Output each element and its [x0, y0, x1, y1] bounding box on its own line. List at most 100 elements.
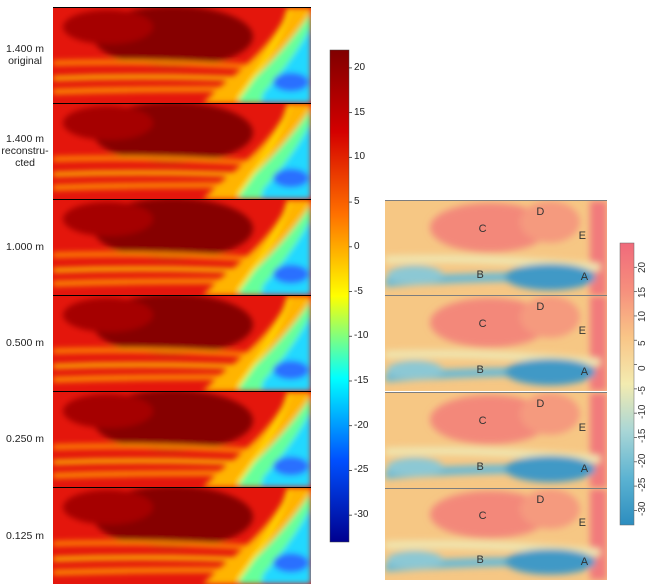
right-colorbar-tick-label: 20	[637, 262, 648, 274]
cool-region	[387, 457, 443, 477]
ridge-line	[236, 104, 291, 196]
right-heatmap-panel: D C E B A	[385, 392, 607, 488]
warm-core	[520, 489, 580, 530]
right-heatmap-panel: D C E B A	[385, 488, 607, 580]
feature-label: C	[478, 223, 487, 236]
warm-core	[520, 393, 580, 435]
hot-core	[63, 489, 153, 525]
hot-core	[63, 297, 153, 333]
right-heatmap-panel: D C E B A	[385, 200, 607, 296]
warm-edge	[590, 489, 607, 580]
warm-streak	[53, 347, 254, 358]
right-colorbar-tick-label: 10	[637, 310, 648, 322]
row-label: 0.250 m	[0, 433, 50, 445]
warm-edge	[590, 296, 607, 391]
cold-region	[505, 549, 595, 575]
row-label-line: 1.400 m	[6, 43, 44, 55]
right-colorbar-tick-label: -15	[637, 429, 648, 444]
row-label-line: 1.400 m	[6, 133, 44, 145]
row-label-line: original	[8, 55, 42, 67]
right-colorbar-tick-label: -5	[637, 385, 648, 395]
warm-core	[430, 297, 550, 348]
cool-region	[387, 550, 443, 570]
feature-label: B	[476, 461, 484, 474]
feature-label: C	[478, 415, 487, 428]
warm-core	[520, 296, 580, 338]
row-label-line: 1.000 m	[6, 241, 44, 253]
cold-region	[505, 455, 595, 483]
feature-label: E	[578, 516, 586, 529]
left-colorbar-tick-label: 0	[354, 240, 360, 252]
left-colorbar-tick-label: 15	[354, 106, 366, 118]
warm-core	[430, 394, 550, 445]
feature-label: B	[476, 269, 484, 282]
warm-core	[430, 202, 550, 253]
left-colorbar-tick-label: -15	[354, 374, 369, 386]
warm-streak	[53, 540, 254, 550]
feature-label: D	[536, 397, 545, 410]
heatmap-image	[53, 488, 311, 584]
coldest-spot	[273, 553, 309, 573]
light-streak	[385, 540, 601, 557]
heatmap-image	[53, 104, 311, 199]
light-streak	[385, 254, 601, 272]
cold-region	[505, 263, 595, 291]
feature-label: E	[578, 421, 586, 434]
feature-label: D	[536, 300, 545, 313]
feature-label: A	[580, 271, 589, 284]
heatmap-panel	[53, 199, 311, 295]
hot-core	[63, 105, 153, 141]
coldest-spot	[273, 72, 309, 92]
row-label: 0.500 m	[0, 337, 50, 349]
row-label-line: 0.250 m	[6, 433, 44, 445]
feature-label: E	[578, 324, 586, 337]
coldest-spot	[273, 264, 309, 284]
heatmap-panel	[53, 487, 311, 584]
right-heatmap-image	[385, 489, 607, 580]
feature-label: C	[478, 510, 487, 523]
left-colorbar-gradient	[329, 49, 350, 543]
row-label: 1.400 m original	[0, 43, 50, 67]
heatmap-image	[53, 8, 311, 103]
coldest-spot	[273, 360, 309, 380]
coldest-spot	[273, 456, 309, 476]
heatmap-panel	[53, 7, 311, 103]
hot-core	[63, 393, 153, 429]
ridge-line	[236, 8, 291, 100]
feature-label: B	[476, 364, 484, 377]
warm-streak	[53, 59, 254, 70]
right-heatmap-image	[385, 201, 607, 296]
feature-label: B	[476, 554, 484, 567]
row-label: 1.000 m	[0, 241, 50, 253]
heatmap-panel	[53, 295, 311, 391]
warm-edge	[590, 201, 607, 296]
feature-label: E	[578, 229, 586, 242]
right-colorbar-tick-label: 15	[637, 286, 648, 298]
row-label-line: 0.500 m	[6, 337, 44, 349]
heatmap-image	[53, 200, 311, 295]
light-streak	[385, 349, 601, 367]
left-colorbar-tick-label: 20	[354, 61, 366, 73]
ridge-line	[236, 488, 291, 581]
coldest-spot	[273, 168, 309, 188]
left-colorbar-tick-label: 10	[354, 151, 366, 163]
feature-label: A	[580, 556, 589, 569]
hot-core	[63, 9, 153, 45]
feature-label: A	[580, 463, 589, 476]
warm-core	[430, 490, 550, 539]
row-label-line: reconstru-	[1, 145, 49, 157]
left-colorbar-tick-label: -20	[354, 419, 369, 431]
feature-label: D	[536, 493, 545, 506]
warm-core	[520, 201, 580, 243]
feature-label: A	[580, 366, 589, 379]
cool-region	[387, 265, 443, 285]
hot-core	[63, 201, 153, 237]
right-colorbar-tick-label: -25	[637, 477, 648, 493]
left-colorbar-tick-label: 5	[354, 196, 360, 208]
row-label: 1.400 m reconstru-cted	[0, 133, 50, 169]
right-heatmap-image	[385, 393, 607, 488]
ridge-line	[236, 200, 291, 292]
right-colorbar-tick-label: 0	[637, 364, 648, 371]
feature-label: C	[478, 318, 487, 331]
